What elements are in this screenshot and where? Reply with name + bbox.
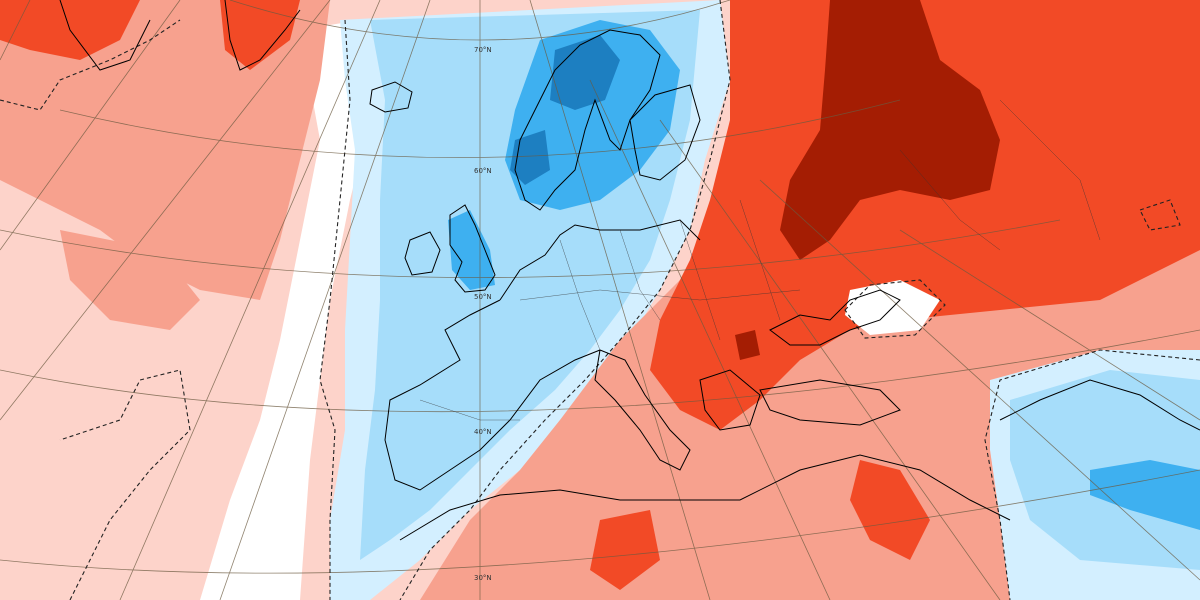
coast-north-africa — [399, 454, 1011, 541]
coast-greenland — [59, 0, 301, 71]
border-c — [679, 219, 721, 341]
coast-greece-turkey — [699, 369, 901, 431]
warm-medium-east — [650, 0, 1200, 430]
latitude-label-30: 30°N — [474, 574, 492, 582]
border-e — [519, 289, 801, 301]
warm-light-greenland — [0, 0, 330, 300]
coast-ireland — [404, 231, 441, 276]
coast-arabia — [999, 379, 1200, 431]
border-a — [559, 239, 601, 351]
country-borders — [419, 99, 1101, 421]
latitude-label-60: 60°N — [474, 167, 492, 175]
neutral-band — [200, 20, 370, 600]
longitude-line-h — [589, 79, 831, 600]
coast-finland — [629, 84, 701, 181]
warm-strong-core — [780, 0, 1000, 260]
coast-britain — [449, 204, 496, 293]
latitude-label-50: 50°N — [474, 293, 492, 301]
warm-light-south — [420, 240, 1200, 600]
coast-france-iberia — [384, 299, 601, 491]
border-b — [619, 229, 661, 321]
latitude-label-70: 70°N — [474, 46, 492, 54]
coast-black-sea — [769, 289, 901, 346]
latitude-line-30 — [0, 469, 1200, 574]
cool-medium-east — [1090, 460, 1200, 530]
coast-italy — [594, 349, 691, 471]
longitude-line-c — [0, 0, 331, 421]
cool-strong-south-norway — [510, 130, 550, 185]
warm-strong-tip — [735, 330, 760, 360]
contour-east-small — [1139, 199, 1181, 231]
cool-medium-britain — [448, 210, 495, 290]
longitude-line-i — [659, 119, 1001, 600]
contour-east — [399, 0, 731, 600]
contour-black-sea — [844, 279, 946, 339]
longitude-line-e — [219, 0, 431, 600]
cool-strong-norway — [550, 35, 620, 110]
warm-medium-africa — [590, 510, 660, 590]
longitude-line-a — [0, 0, 31, 61]
latitude-line-50 — [0, 219, 1061, 279]
latitude-line-40 — [0, 329, 1200, 413]
border-h — [419, 399, 520, 421]
coast-europe-west — [499, 219, 701, 301]
warm-medium-greenland-east — [220, 0, 300, 70]
longitude-line-k — [899, 229, 1200, 421]
latitude-label-40: 40°N — [474, 428, 492, 436]
border-d — [739, 199, 781, 321]
coastlines — [59, 0, 1200, 541]
longitude-line-d — [119, 0, 381, 600]
contour-sw — [59, 369, 191, 600]
longitude-line-j — [759, 179, 1200, 581]
coast-iceland — [369, 81, 413, 113]
warm-medium-libya — [850, 460, 930, 560]
longitude-line-b — [0, 0, 181, 251]
border-f — [899, 149, 1001, 251]
warm-light-atlantic-patch — [60, 230, 200, 330]
border-g — [999, 99, 1101, 241]
